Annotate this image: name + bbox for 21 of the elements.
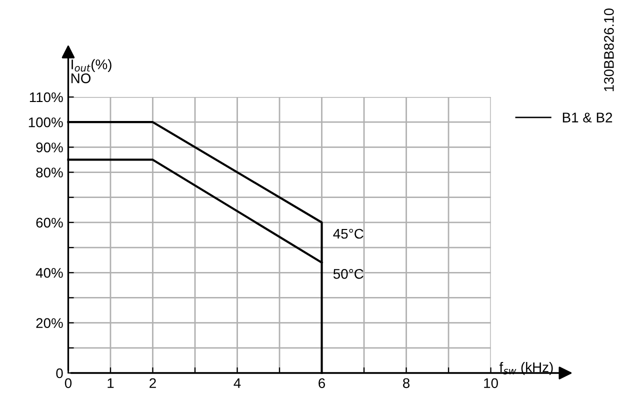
y-tick-label: 60% bbox=[36, 218, 63, 228]
text: B1 & B2 bbox=[562, 112, 612, 122]
y-tick-label: 0 bbox=[56, 368, 63, 378]
x-tick-label: 8 bbox=[403, 378, 410, 388]
y-tick-label: 90% bbox=[36, 142, 63, 152]
y-axis-title: I$_{out}$(%) bbox=[72, 59, 112, 72]
y-tick-label: 20% bbox=[36, 318, 63, 328]
x-tick-label: 0 bbox=[64, 378, 72, 388]
y-tick-label: 80% bbox=[36, 168, 63, 178]
x-tick-label: 1 bbox=[108, 378, 114, 388]
text: NO bbox=[71, 73, 91, 84]
series-label: 45°C bbox=[333, 228, 364, 239]
x-tick-label: 2 bbox=[150, 378, 156, 388]
y-tick-label: 40% bbox=[36, 268, 63, 278]
series-label: 50°C bbox=[333, 268, 364, 279]
y-tick-label: 110% bbox=[30, 92, 63, 102]
text: 130BB826.10 bbox=[604, 8, 614, 92]
x-tick-label: 10 bbox=[484, 378, 498, 388]
x-tick-label: 4 bbox=[234, 378, 241, 388]
y-tick-label: 100% bbox=[28, 117, 63, 128]
x-tick-label: 6 bbox=[318, 378, 326, 388]
